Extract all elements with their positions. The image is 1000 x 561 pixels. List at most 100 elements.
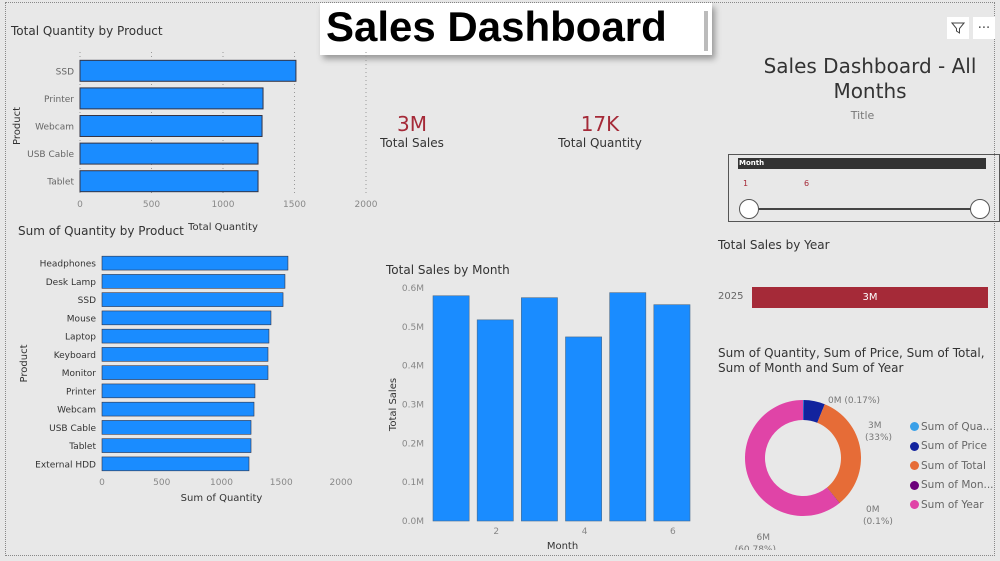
dynamic-title-subtitle: Title xyxy=(850,109,875,122)
legend-marker-icon xyxy=(910,500,919,510)
y-axis-title: Product xyxy=(19,344,30,382)
y-axis-title: Product xyxy=(12,107,23,145)
chart-title-total-quantity: Total Quantity by Product xyxy=(11,24,163,38)
kpi-total-sales: 3M Total Sales xyxy=(372,112,452,150)
legend-item[interactable]: Sum of Qua... xyxy=(910,417,994,437)
y-tick-label: SSD xyxy=(78,296,96,306)
month-slicer: Month 1 6 xyxy=(728,154,1000,222)
x-tick-label: 2000 xyxy=(355,200,378,210)
bar-webcam[interactable] xyxy=(101,401,255,417)
y-tick-label: USB Cable xyxy=(49,424,96,434)
y-tick-label: 0.4M xyxy=(402,362,424,372)
year-bar[interactable]: 3M xyxy=(752,287,988,308)
y-tick-label: 0.0M xyxy=(402,517,424,527)
data-label: 0M xyxy=(866,505,880,515)
slicer-min-value[interactable]: 1 xyxy=(743,179,749,188)
y-tick-label: 0.5M xyxy=(402,323,424,333)
legend-label: Sum of Qua... xyxy=(921,420,993,433)
bar-usb-cable[interactable] xyxy=(79,142,259,165)
sum-quantity-by-product-chart[interactable]: 0 500 1000 1500 2000 Headphones Desk Lamp SSD Mo… xyxy=(0,245,380,520)
bar-monitor[interactable] xyxy=(101,365,269,380)
legend-item[interactable]: Sum of Total xyxy=(910,456,994,476)
bar-desk-lamp[interactable] xyxy=(101,274,286,289)
y-tick-label: Keyboard xyxy=(54,351,96,361)
bar-usb-cable[interactable] xyxy=(101,420,252,435)
more-options-button[interactable]: ··· xyxy=(973,17,995,39)
legend-label: Sum of Year xyxy=(921,498,984,511)
x-tick-label: 500 xyxy=(153,478,170,488)
y-tick-label: 0.1M xyxy=(402,478,424,488)
data-label: (33%) xyxy=(865,433,892,443)
kpi-total-quantity: 17K Total Quantity xyxy=(550,112,650,150)
y-tick-label: USB Cable xyxy=(27,150,74,160)
slicer-header: Month xyxy=(738,158,986,169)
scrollbar[interactable] xyxy=(704,11,708,51)
legend-item[interactable]: Sum of Mon... xyxy=(910,476,994,496)
data-label: 3M xyxy=(868,421,882,431)
total-sales-by-month-chart[interactable]: 0.0M 0.1M 0.2M 0.3M 0.4M 0.5M 0.6M 2 4 6 Month Tota… xyxy=(380,278,710,553)
legend-marker-icon xyxy=(910,441,919,451)
bar-month-2[interactable] xyxy=(476,319,514,522)
slider-min-handle[interactable] xyxy=(739,199,759,219)
dashboard-title-text: Sales Dashboard xyxy=(326,3,667,50)
kpi-value: 3M xyxy=(397,112,427,136)
bar-tablet[interactable] xyxy=(79,170,259,193)
legend-label: Sum of Mon... xyxy=(921,479,994,492)
bar-month-1[interactable] xyxy=(432,295,470,522)
bar-mouse[interactable] xyxy=(101,310,272,326)
bar-month-4[interactable] xyxy=(565,336,602,522)
bar-external-hdd[interactable] xyxy=(101,456,250,472)
data-label: (0.1%) xyxy=(863,517,893,527)
y-tick-label: Monitor xyxy=(62,369,97,379)
slice-sum-of-total[interactable] xyxy=(817,404,861,503)
bar-tablet[interactable] xyxy=(101,438,252,453)
legend-label: Sum of Price xyxy=(921,440,987,453)
x-tick-label: 6 xyxy=(670,527,676,537)
y-tick-label: Webcam xyxy=(35,123,74,133)
x-axis-title: Sum of Quantity xyxy=(181,493,263,504)
y-axis-title: Total Sales xyxy=(388,378,399,432)
bar-month-3[interactable] xyxy=(521,297,558,522)
legend-item[interactable]: Sum of Year xyxy=(910,495,994,515)
bar-month-5[interactable] xyxy=(609,292,647,522)
bar-printer[interactable] xyxy=(79,87,264,110)
y-tick-label: Desk Lamp xyxy=(46,278,97,288)
y-tick-label: 0.2M xyxy=(402,439,424,449)
data-label: 6M xyxy=(757,533,771,543)
bar-headphones[interactable] xyxy=(101,255,289,271)
bar-printer[interactable] xyxy=(101,383,256,399)
slicer-max-value[interactable]: 6 xyxy=(804,179,810,188)
slice-sum-of-quantity[interactable] xyxy=(803,400,804,421)
year-axis-label: 2025 xyxy=(718,291,744,302)
slice-sum-of-price[interactable] xyxy=(803,400,825,423)
filter-icon[interactable] xyxy=(947,17,969,39)
donut-chart[interactable]: 0M (0.17%) 3M (33%) 0M (0.1%) 6M (60.78%) xyxy=(700,385,910,550)
chart-title-donut: Sum of Quantity, Sum of Price, Sum of To… xyxy=(718,346,985,375)
x-tick-label: 0 xyxy=(99,478,105,488)
slice-sum-of-month[interactable] xyxy=(826,487,840,504)
bar-month-6[interactable] xyxy=(653,304,691,522)
x-tick-label: 4 xyxy=(582,527,588,537)
x-tick-label: 1000 xyxy=(212,200,235,210)
legend-marker-icon xyxy=(910,480,919,490)
slider-track[interactable] xyxy=(749,208,979,210)
bar-laptop[interactable] xyxy=(101,328,270,344)
bar-ssd[interactable] xyxy=(101,292,284,307)
donut-legend: Sum of Qua... Sum of Price Sum of Total Sum… xyxy=(910,417,994,515)
slice-sum-of-year[interactable] xyxy=(745,400,840,516)
x-tick-label: 1500 xyxy=(283,200,306,210)
x-tick-label: 1000 xyxy=(210,478,233,488)
total-quantity-by-product-chart[interactable]: 0 500 1000 1500 2000 SSD Printer Webcam USB Cabl… xyxy=(0,40,380,240)
x-tick-label: 0 xyxy=(77,200,83,210)
bar-webcam[interactable] xyxy=(79,115,263,137)
y-tick-label: Printer xyxy=(66,387,96,397)
y-tick-label: Tablet xyxy=(46,178,74,188)
bar-keyboard[interactable] xyxy=(101,347,269,362)
chart-title-sales-by-month: Total Sales by Month xyxy=(386,263,510,277)
bar-ssd[interactable] xyxy=(79,59,297,82)
dynamic-title: Sales Dashboard - All Months xyxy=(763,54,977,103)
legend-item[interactable]: Sum of Price xyxy=(910,437,994,457)
x-axis-title: Month xyxy=(547,541,578,552)
slider-max-handle[interactable] xyxy=(970,199,990,219)
y-tick-label: 0.3M xyxy=(402,401,424,411)
